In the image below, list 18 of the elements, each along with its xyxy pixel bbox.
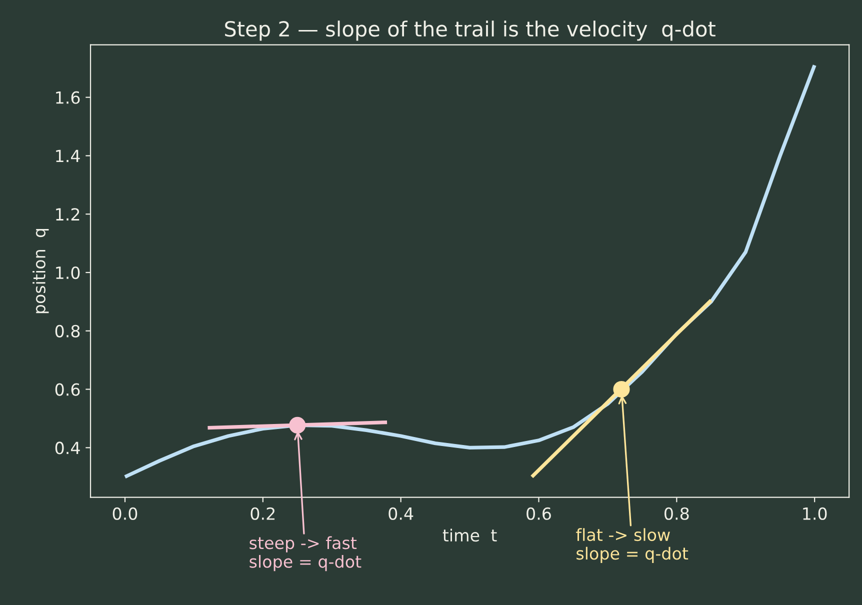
x-tick-label: 0.8	[664, 507, 689, 520]
y-tick-label: 1.6	[56, 91, 80, 104]
x-tick-label: 0.0	[112, 507, 138, 520]
annotation: flat -> slow slope = q-dot	[576, 528, 688, 563]
x-tick-label: 1.0	[803, 507, 827, 520]
y-tick-label: 1.4	[56, 150, 80, 162]
x-axis-title: time t	[442, 528, 497, 542]
x-tick-label: 0.2	[250, 507, 274, 520]
x-tick-label: 0.4	[388, 507, 414, 520]
y-tick-label: 0.4	[55, 442, 80, 454]
y-tick-label: 0.8	[55, 324, 80, 338]
y-axis-title: position q	[32, 228, 49, 314]
y-tick-label: 0.6	[55, 383, 80, 396]
annotation: steep -> fast slope = q-dot	[250, 536, 362, 572]
x-tick-label: 0.6	[526, 507, 551, 520]
y-tick-label: 1.2	[56, 208, 80, 220]
chart-title: Step 2 — slope of the trail is the velocity q-dot	[225, 20, 716, 41]
y-tick-label: 1.0	[56, 266, 80, 280]
